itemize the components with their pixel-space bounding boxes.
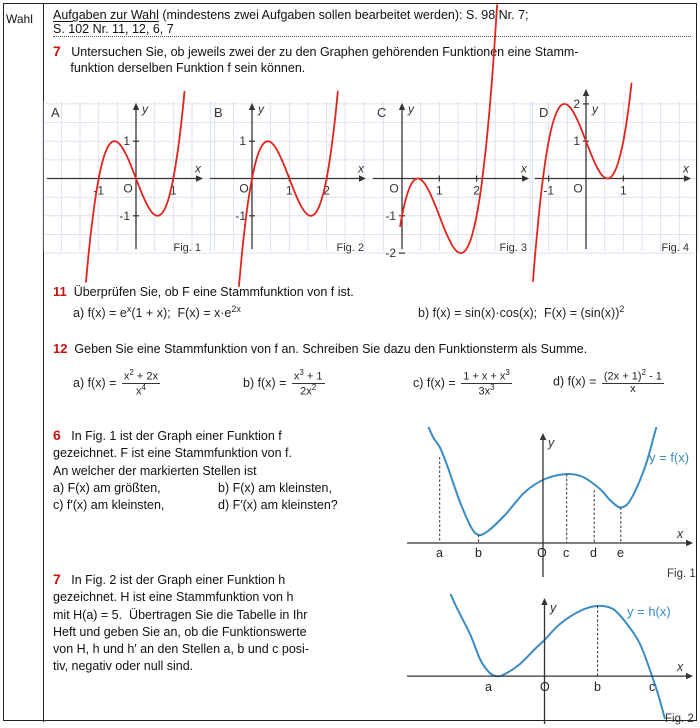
svg-text:-1: -1 <box>385 209 396 223</box>
svg-text:y: y <box>141 102 149 116</box>
svg-text:b: b <box>475 546 482 560</box>
svg-text:1: 1 <box>436 184 443 198</box>
svg-text:1: 1 <box>123 134 130 148</box>
svg-text:A: A <box>51 105 60 120</box>
svg-text:Fig. 1: Fig. 1 <box>667 568 696 580</box>
svg-text:B: B <box>214 105 223 120</box>
svg-text:O: O <box>537 546 547 560</box>
svg-text:-1: -1 <box>543 184 554 198</box>
svg-text:O: O <box>389 182 398 196</box>
svg-text:O: O <box>239 182 248 196</box>
svg-text:D: D <box>539 105 548 120</box>
svg-text:y: y <box>257 102 265 116</box>
svg-text:a: a <box>485 680 492 694</box>
svg-text:O: O <box>540 680 550 694</box>
svg-text:y: y <box>407 102 415 116</box>
svg-text:-2: -2 <box>385 246 396 260</box>
svg-text:y = h(x): y = h(x) <box>627 604 671 619</box>
svg-text:y = f(x): y = f(x) <box>649 450 689 465</box>
svg-text:y: y <box>591 102 599 116</box>
svg-text:O: O <box>573 182 582 196</box>
svg-text:-1: -1 <box>235 209 246 223</box>
svg-text:x: x <box>357 162 365 176</box>
svg-text:2: 2 <box>573 97 580 111</box>
svg-text:x: x <box>194 162 202 176</box>
svg-text:y: y <box>549 601 557 615</box>
svg-text:x: x <box>682 162 690 176</box>
svg-text:1: 1 <box>620 184 627 198</box>
svg-text:c: c <box>563 546 569 560</box>
svg-text:d: d <box>590 546 597 560</box>
svg-text:y: y <box>547 436 555 450</box>
svg-text:O: O <box>123 182 132 196</box>
svg-text:x: x <box>676 660 684 674</box>
svg-text:b: b <box>594 680 601 694</box>
svg-text:1: 1 <box>239 134 246 148</box>
svg-text:1: 1 <box>573 134 580 148</box>
svg-text:C: C <box>377 105 386 120</box>
svg-text:e: e <box>617 546 624 560</box>
svg-text:Fig. 2: Fig. 2 <box>665 713 694 725</box>
svg-text:x: x <box>676 527 684 541</box>
svg-text:a: a <box>436 546 443 560</box>
svg-text:-1: -1 <box>119 209 130 223</box>
svg-text:x: x <box>520 162 528 176</box>
svg-text:c: c <box>649 680 655 694</box>
